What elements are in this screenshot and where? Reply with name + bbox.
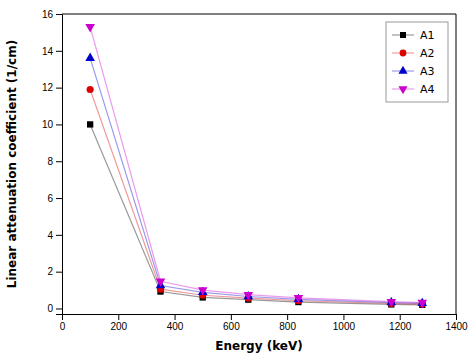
frame — [62, 14, 456, 15]
tick: 6 — [47, 193, 62, 204]
point — [243, 292, 253, 300]
tick: 1200 — [389, 314, 412, 332]
tick: 14 — [42, 46, 62, 57]
point — [294, 295, 304, 303]
series-line — [90, 124, 422, 304]
tick-label: 0 — [60, 321, 66, 332]
tick-label: 0 — [47, 303, 53, 314]
tick-label: 14 — [42, 46, 54, 57]
series-line — [90, 58, 422, 303]
legend-label: A1 — [420, 29, 435, 42]
tick: 4 — [47, 230, 62, 241]
series — [85, 53, 427, 306]
tick: 1400 — [445, 314, 468, 332]
tick-label: 4 — [47, 230, 53, 241]
tick-label: 400 — [167, 321, 184, 332]
axis-line — [63, 315, 457, 321]
tick-mark — [231, 314, 232, 320]
legend-symbol — [398, 66, 407, 74]
tick-mark — [56, 124, 62, 125]
tick-label: 2 — [47, 266, 53, 277]
tick-label: 1200 — [389, 321, 412, 332]
marks — [85, 24, 427, 308]
tick-label: 8 — [47, 156, 53, 167]
tick: 16 — [42, 9, 62, 20]
point — [417, 300, 427, 308]
series — [85, 24, 427, 308]
tick-mark — [56, 88, 62, 89]
legend-item: A2 — [392, 47, 435, 60]
tick-mark — [56, 272, 62, 273]
tick: 10 — [42, 119, 62, 130]
tick: 1000 — [333, 314, 356, 332]
chart: 0 200 400 600 800 1000 1200 1400 0 2 4 6 8 10 12 14 16 A1… — [0, 0, 474, 360]
tick: 0 — [60, 314, 66, 332]
legend-item: A3 — [392, 65, 435, 78]
tick-label: 1000 — [333, 321, 356, 332]
tick-label: 800 — [279, 321, 296, 332]
tick-label: 16 — [42, 9, 54, 20]
tick-mark — [456, 314, 457, 320]
tick: 2 — [47, 266, 62, 277]
tick-mark — [287, 314, 288, 320]
legend: A1 A2 A3 A4 — [386, 22, 448, 102]
frame — [456, 14, 457, 314]
tick: 12 — [42, 82, 62, 93]
tick-label: 10 — [42, 119, 54, 130]
y-axis: 0 2 4 6 8 10 12 14 16 — [42, 9, 63, 315]
point — [85, 24, 95, 32]
point — [156, 278, 166, 286]
tick-label: 6 — [47, 193, 53, 204]
tick-label: 200 — [110, 321, 127, 332]
point — [87, 121, 93, 127]
axis-line — [56, 15, 63, 315]
tick-mark — [56, 198, 62, 199]
tick-mark — [56, 161, 62, 162]
tick-mark — [175, 314, 176, 320]
tick: 600 — [223, 314, 240, 332]
legend-symbol — [398, 86, 407, 94]
point — [85, 53, 95, 61]
legend-symbol — [400, 32, 406, 38]
tick-mark — [343, 314, 344, 320]
tick: 0 — [47, 303, 62, 314]
legend-item: A4 — [392, 83, 435, 96]
x-axis-title: Energy (keV) — [215, 339, 302, 353]
legend-box — [386, 22, 448, 102]
series-line — [90, 89, 422, 304]
point — [87, 86, 94, 93]
legend-item: A1 — [392, 29, 435, 42]
y-axis-title: Linear attenuation coefficient (1/cm) — [5, 40, 19, 288]
tick-label: 1400 — [445, 321, 468, 332]
tick-label: 600 — [223, 321, 240, 332]
tick-mark — [56, 308, 62, 309]
tick: 8 — [47, 156, 62, 167]
tick-mark — [118, 314, 119, 320]
tick-label: 12 — [42, 82, 54, 93]
point — [198, 287, 208, 295]
point — [386, 299, 396, 307]
legend-label: A2 — [420, 47, 435, 60]
tick: 400 — [167, 314, 184, 332]
x-axis: 0 200 400 600 800 1000 1200 1400 — [60, 314, 468, 332]
legend-label: A4 — [420, 83, 435, 96]
legend-label: A3 — [420, 65, 435, 78]
tick-mark — [400, 314, 401, 320]
plot: 0 200 400 600 800 1000 1200 1400 0 2 4 6 8 10 12 14 16 A1… — [42, 9, 468, 332]
tick-mark — [56, 14, 62, 15]
tick: 200 — [110, 314, 127, 332]
legend-symbol — [400, 50, 407, 57]
tick-mark — [56, 235, 62, 236]
series — [87, 121, 425, 308]
tick-mark — [56, 51, 62, 52]
tick: 800 — [279, 314, 296, 332]
series-line — [90, 27, 422, 303]
